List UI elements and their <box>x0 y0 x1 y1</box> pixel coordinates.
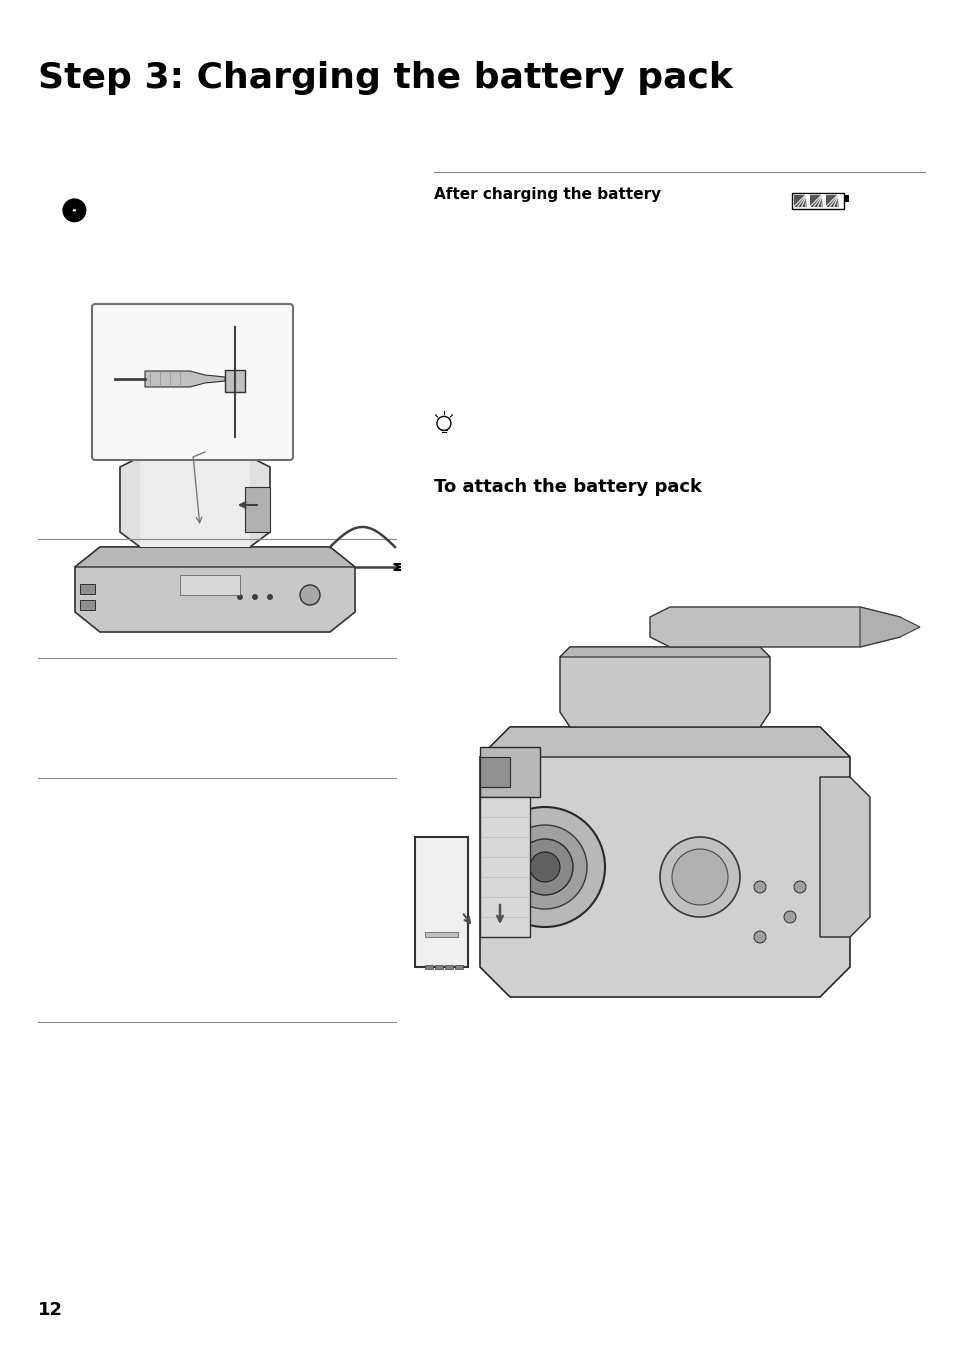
Circle shape <box>671 849 727 905</box>
FancyBboxPatch shape <box>91 304 293 460</box>
Circle shape <box>659 837 740 917</box>
Bar <box>793 194 806 206</box>
Bar <box>225 370 245 392</box>
Circle shape <box>793 881 805 893</box>
Polygon shape <box>415 837 468 968</box>
Polygon shape <box>75 547 355 632</box>
Polygon shape <box>479 746 539 797</box>
Bar <box>80 584 95 594</box>
Polygon shape <box>479 757 510 787</box>
Polygon shape <box>559 647 769 727</box>
Bar <box>80 600 95 611</box>
Polygon shape <box>145 370 225 387</box>
Circle shape <box>62 198 87 223</box>
Circle shape <box>236 594 243 600</box>
Polygon shape <box>859 607 919 647</box>
Circle shape <box>530 852 559 882</box>
Bar <box>843 195 848 202</box>
Bar <box>435 965 442 969</box>
Polygon shape <box>559 647 769 657</box>
Circle shape <box>753 881 765 893</box>
Polygon shape <box>479 727 849 997</box>
Polygon shape <box>72 202 76 218</box>
Text: To attach the battery pack: To attach the battery pack <box>434 478 701 495</box>
Circle shape <box>267 594 273 600</box>
Bar <box>809 194 821 206</box>
Circle shape <box>502 825 586 909</box>
Polygon shape <box>479 797 530 936</box>
Bar <box>444 965 453 969</box>
Bar <box>791 193 843 209</box>
Polygon shape <box>75 547 355 567</box>
Bar <box>455 965 462 969</box>
Text: Step 3: Charging the battery pack: Step 3: Charging the battery pack <box>38 61 732 95</box>
Circle shape <box>753 931 765 943</box>
Circle shape <box>783 911 795 923</box>
Polygon shape <box>245 487 270 532</box>
Polygon shape <box>479 727 849 757</box>
Bar <box>424 932 457 936</box>
Circle shape <box>299 585 319 605</box>
Polygon shape <box>820 778 869 936</box>
Bar <box>424 965 433 969</box>
Polygon shape <box>649 607 899 647</box>
Polygon shape <box>120 457 270 547</box>
Bar <box>180 575 240 594</box>
Circle shape <box>484 807 604 927</box>
Bar <box>825 194 838 206</box>
Polygon shape <box>140 457 250 547</box>
Text: After charging the battery: After charging the battery <box>434 187 660 202</box>
Circle shape <box>517 839 573 896</box>
Text: 12: 12 <box>38 1301 63 1319</box>
Circle shape <box>252 594 257 600</box>
